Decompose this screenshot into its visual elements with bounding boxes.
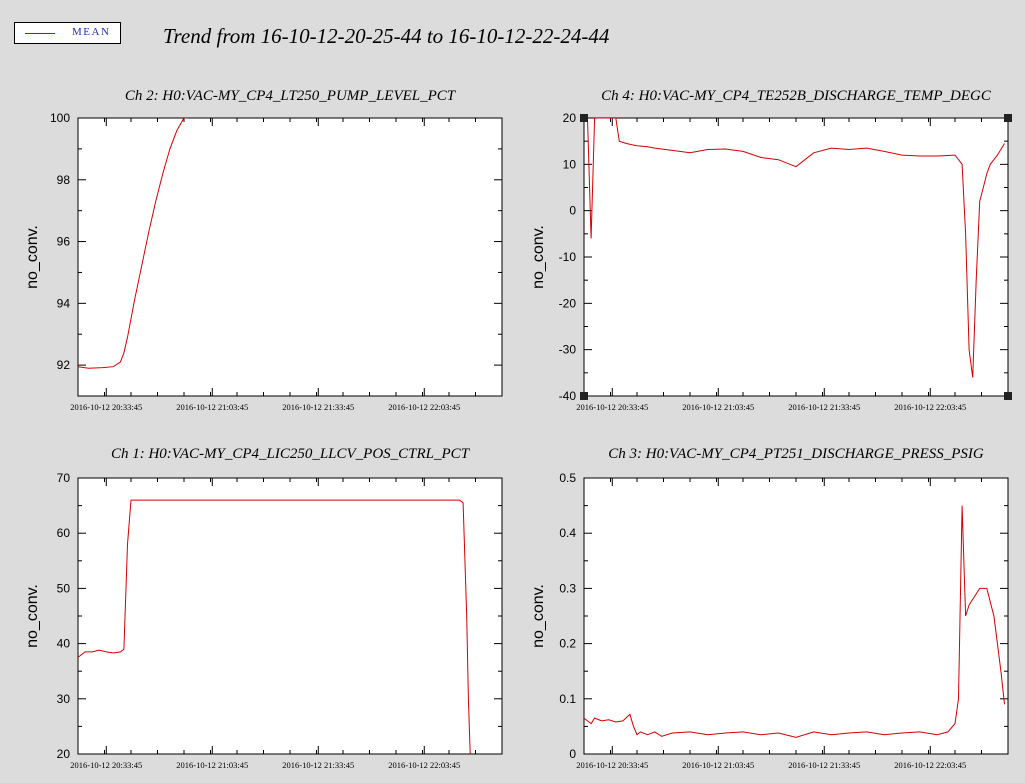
ch1-xtick-label: 2016-10-12 20:33:45 bbox=[70, 760, 142, 770]
ch2-xtick-label: 2016-10-12 21:03:45 bbox=[176, 402, 248, 412]
ch2-xtick-label: 2016-10-12 21:33:45 bbox=[282, 402, 354, 412]
ch1-xtick-label: 2016-10-12 21:33:45 bbox=[282, 760, 354, 770]
ch1-ytick-label: 70 bbox=[57, 471, 71, 485]
ch3-series-line bbox=[584, 505, 1005, 738]
ch2-panel: Ch 2: H0:VAC-MY_CP4_LT250_PUMP_LEVEL_PCT… bbox=[24, 88, 503, 412]
ch3-plot-area bbox=[583, 477, 1009, 755]
ch1-ytick-label: 30 bbox=[57, 692, 71, 706]
ch3-panel: Ch 3: H0:VAC-MY_CP4_PT251_DISCHARGE_PRES… bbox=[530, 446, 1009, 770]
ch2-series-line bbox=[78, 118, 188, 369]
ch3-xtick-label: 2016-10-12 21:03:45 bbox=[682, 760, 754, 770]
ch1-plot-area bbox=[77, 477, 503, 755]
ch4-series-line bbox=[584, 118, 1005, 378]
ch4-corner-handle bbox=[1004, 114, 1012, 122]
ch3-xtick-label: 2016-10-12 22:03:45 bbox=[894, 760, 966, 770]
ch4-title: Ch 4: H0:VAC-MY_CP4_TE252B_DISCHARGE_TEM… bbox=[601, 88, 992, 104]
ch4-corner-handle bbox=[580, 114, 588, 122]
ch4-ytick-label: -40 bbox=[559, 389, 577, 403]
ch3-ytick-label: 0.5 bbox=[559, 471, 576, 485]
ch4-ytick-label: -10 bbox=[559, 250, 577, 264]
ch1-series-line bbox=[78, 499, 471, 754]
ch1-ytick-label: 40 bbox=[57, 637, 71, 651]
ch4-panel: Ch 4: H0:VAC-MY_CP4_TE252B_DISCHARGE_TEM… bbox=[530, 88, 1012, 412]
ch3-ytick-label: 0.3 bbox=[559, 581, 576, 595]
ch4-plot-area bbox=[583, 117, 1009, 397]
ch2-ytick-label: 96 bbox=[57, 235, 71, 249]
ch4-ytick-label: 10 bbox=[563, 157, 577, 171]
ch1-ytick-label: 50 bbox=[57, 581, 71, 595]
ch4-corner-handle bbox=[1004, 392, 1012, 400]
ch4-xtick-label: 2016-10-12 21:33:45 bbox=[788, 402, 860, 412]
ch1-title: Ch 1: H0:VAC-MY_CP4_LIC250_LLCV_POS_CTRL… bbox=[111, 446, 471, 462]
ch3-xtick-label: 2016-10-12 21:33:45 bbox=[788, 760, 860, 770]
page-title: Trend from 16-10-12-20-25-44 to 16-10-12… bbox=[163, 24, 610, 48]
legend-label: MEAN bbox=[72, 26, 111, 38]
ch1-xtick-label: 2016-10-12 21:03:45 bbox=[176, 760, 248, 770]
ch1-ytick-label: 60 bbox=[57, 526, 71, 540]
ch2-ytick-label: 98 bbox=[57, 173, 71, 187]
ch2-xtick-label: 2016-10-12 22:03:45 bbox=[388, 402, 460, 412]
ch2-title: Ch 2: H0:VAC-MY_CP4_LT250_PUMP_LEVEL_PCT bbox=[125, 88, 457, 104]
ch1-ylabel: no_conv. bbox=[24, 584, 41, 648]
ch2-ylabel: no_conv. bbox=[24, 225, 41, 289]
ch3-ytick-label: 0.2 bbox=[559, 637, 576, 651]
ch3-ytick-label: 0.1 bbox=[559, 692, 576, 706]
legend-line-swatch bbox=[25, 33, 55, 34]
ch4-xtick-label: 2016-10-12 22:03:45 bbox=[894, 402, 966, 412]
legend: MEAN bbox=[14, 22, 121, 44]
ch2-ytick-label: 94 bbox=[57, 296, 71, 310]
ch1-panel: Ch 1: H0:VAC-MY_CP4_LIC250_LLCV_POS_CTRL… bbox=[24, 446, 503, 770]
ch4-ytick-label: -30 bbox=[559, 343, 577, 357]
ch3-xtick-label: 2016-10-12 20:33:45 bbox=[576, 760, 648, 770]
ch3-ytick-label: 0.4 bbox=[559, 526, 576, 540]
ch1-ytick-label: 20 bbox=[57, 747, 71, 761]
ch2-plot-area bbox=[77, 117, 503, 397]
ch1-xtick-label: 2016-10-12 22:03:45 bbox=[388, 760, 460, 770]
ch4-xtick-label: 2016-10-12 20:33:45 bbox=[576, 402, 648, 412]
ch3-ylabel: no_conv. bbox=[530, 584, 547, 648]
ch4-xtick-label: 2016-10-12 21:03:45 bbox=[682, 402, 754, 412]
ch3-ytick-label: 0 bbox=[569, 747, 576, 761]
ch2-xtick-label: 2016-10-12 20:33:45 bbox=[70, 402, 142, 412]
ch2-ytick-label: 100 bbox=[50, 111, 70, 125]
ch2-ytick-label: 92 bbox=[57, 358, 71, 372]
ch4-corner-handle bbox=[580, 392, 588, 400]
ch4-ylabel: no_conv. bbox=[530, 225, 547, 289]
ch4-ytick-label: 20 bbox=[563, 111, 577, 125]
ch4-ytick-label: -20 bbox=[559, 296, 577, 310]
ch4-ytick-label: 0 bbox=[569, 204, 576, 218]
ch3-title: Ch 3: H0:VAC-MY_CP4_PT251_DISCHARGE_PRES… bbox=[608, 446, 984, 462]
